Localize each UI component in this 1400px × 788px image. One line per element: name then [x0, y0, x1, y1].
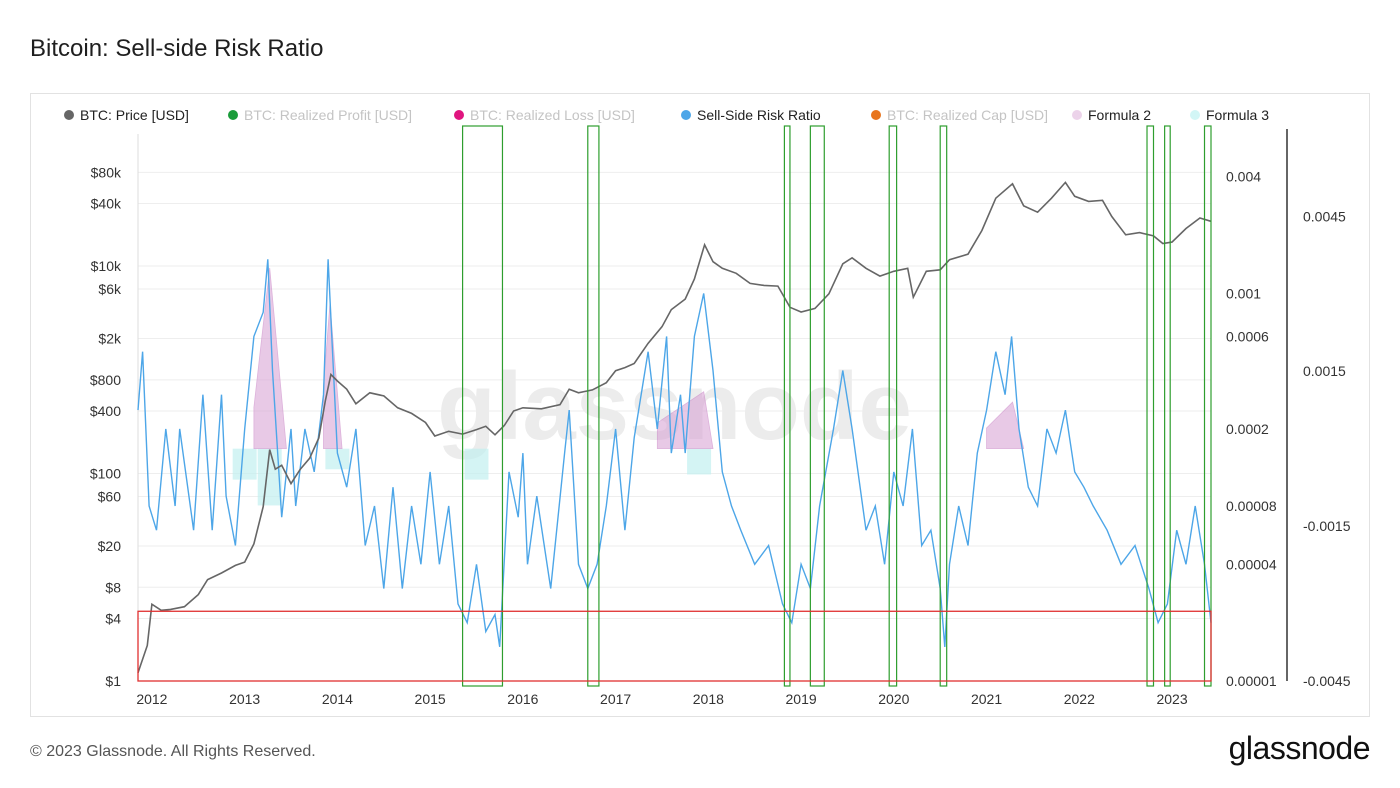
y-left-tick-label: $8	[105, 579, 121, 595]
y-left-tick-label: $400	[90, 403, 121, 419]
x-tick-label: 2018	[693, 691, 724, 707]
y-right2-tick-label: 0.0045	[1303, 208, 1346, 224]
copyright: © 2023 Glassnode. All Rights Reserved.	[30, 743, 316, 760]
highlight-box	[461, 125, 504, 687]
legend-label: BTC: Realized Loss [USD]	[470, 107, 635, 123]
x-tick-label: 2013	[229, 691, 260, 707]
y-left-tick-label: $20	[98, 538, 122, 554]
y-right-tick-label: 0.001	[1226, 285, 1261, 301]
formula3-mark	[232, 448, 257, 480]
threshold-box	[137, 610, 1212, 682]
highlight-box	[1164, 125, 1171, 687]
legend-swatch-icon	[681, 110, 691, 120]
y-left-tick-label: $1	[105, 673, 121, 689]
highlight-box	[1203, 125, 1212, 687]
series-sell-side-risk-ratio	[137, 259, 1212, 648]
legend-swatch-icon	[1190, 110, 1200, 120]
highlight-box	[809, 125, 825, 687]
y-left-tick-label: $60	[98, 489, 122, 505]
y-right-tick-label: 0.00008	[1226, 498, 1277, 514]
legend-swatch-icon	[64, 110, 74, 120]
legend-swatch-icon	[1072, 110, 1082, 120]
legend-swatch-icon	[871, 110, 881, 120]
y-right-tick-label: 0.004	[1226, 169, 1261, 185]
y-right2-tick-label: -0.0045	[1303, 673, 1351, 689]
legend-label: BTC: Realized Profit [USD]	[244, 107, 413, 123]
x-tick-label: 2021	[971, 691, 1002, 707]
legend-item[interactable]: Formula 2	[1072, 107, 1151, 123]
legend-item[interactable]: BTC: Realized Cap [USD]	[871, 107, 1048, 123]
highlight-box	[587, 125, 600, 687]
y-left-tick-label: $80k	[91, 164, 122, 180]
legend-swatch-icon	[228, 110, 238, 120]
y-left-tick-label: $2k	[98, 331, 122, 347]
y-right-tick-label: 0.00001	[1226, 673, 1277, 689]
y-right-tick-label: 0.0002	[1226, 421, 1269, 437]
x-tick-label: 2022	[1064, 691, 1095, 707]
formula3-mark	[325, 448, 350, 470]
formula2-area	[253, 267, 287, 450]
y-left-tick-label: $6k	[98, 281, 122, 297]
legend-swatch-icon	[454, 110, 464, 120]
highlight-box	[888, 125, 898, 687]
x-tick-label: 2023	[1156, 691, 1187, 707]
legend-label: BTC: Realized Cap [USD]	[887, 107, 1049, 123]
chart-svg: glassnode$80k$40k$10k$6k$2k$800$400$100$…	[90, 125, 1351, 707]
x-tick-label: 2017	[600, 691, 631, 707]
x-tick-label: 2015	[415, 691, 446, 707]
series-btc-price	[137, 181, 1212, 674]
x-tick-label: 2014	[322, 691, 353, 707]
x-tick-label: 2016	[507, 691, 538, 707]
legend-label: Sell-Side Risk Ratio	[697, 107, 821, 123]
legend-label: Formula 3	[1206, 107, 1270, 123]
x-tick-label: 2020	[878, 691, 909, 707]
legend-item[interactable]: BTC: Realized Profit [USD]	[228, 107, 412, 123]
x-tick-label: 2019	[786, 691, 817, 707]
chart-panel: BTC: Price [USD] BTC: Realized Profit [US…	[30, 93, 1370, 717]
y-right2-tick-label: 0.0015	[1303, 363, 1346, 379]
legend-label: Formula 2	[1088, 107, 1152, 123]
y-right-tick-label: 0.00004	[1226, 556, 1277, 572]
y-left-tick-label: $100	[90, 466, 121, 482]
page-title: Bitcoin: Sell-side Risk Ratio	[30, 35, 324, 62]
legend-label: BTC: Price [USD]	[80, 107, 189, 123]
highlight-box	[939, 125, 948, 687]
y-left-tick-label: $4	[105, 611, 121, 627]
x-tick-label: 2012	[136, 691, 167, 707]
brand-logo: glassnode	[1228, 730, 1371, 766]
formula3-mark	[464, 448, 489, 480]
y-right2-tick-label: -0.0015	[1303, 518, 1351, 534]
y-right-tick-label: 0.0006	[1226, 328, 1269, 344]
y-left-tick-label: $800	[90, 372, 121, 388]
formula3-mark	[687, 448, 712, 475]
y-left-tick-label: $40k	[91, 196, 122, 212]
legend-item[interactable]: BTC: Price [USD]	[64, 107, 189, 123]
highlight-box	[1146, 125, 1155, 687]
legend-item[interactable]: Formula 3	[1190, 107, 1269, 123]
legend: BTC: Price [USD] BTC: Realized Profit [US…	[31, 94, 1371, 134]
formula2-area	[656, 391, 714, 450]
formula2-area	[986, 401, 1025, 450]
y-left-tick-label: $10k	[91, 258, 122, 274]
legend-item[interactable]: BTC: Realized Loss [USD]	[454, 107, 635, 123]
legend-item[interactable]: Sell-Side Risk Ratio	[681, 107, 821, 123]
highlight-box	[783, 125, 791, 687]
